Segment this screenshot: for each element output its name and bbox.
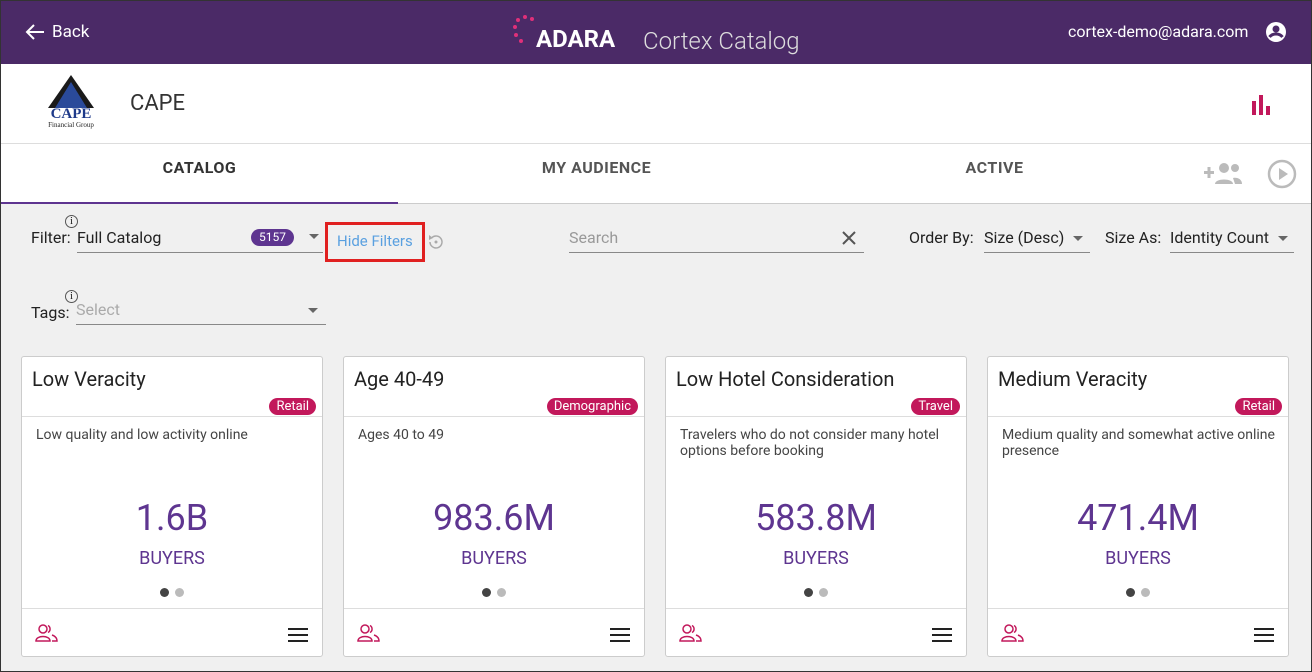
card-unit: BUYERS (1105, 548, 1171, 569)
hide-filters[interactable]: Hide Filters (337, 232, 413, 250)
org-logo (48, 75, 94, 108)
audience-card[interactable]: Medium Veracity Retail Medium quality and … (987, 356, 1289, 657)
card-divider (666, 608, 966, 609)
search-placeholder: Search (569, 228, 619, 247)
info-icon[interactable]: i (65, 290, 78, 303)
size-label: Size As: (1105, 228, 1162, 247)
audience-icon[interactable] (356, 623, 382, 647)
add-audience-icon[interactable] (1204, 160, 1244, 186)
account-icon[interactable] (1265, 21, 1287, 43)
reset-icon[interactable] (426, 232, 446, 252)
card-unit: BUYERS (461, 548, 527, 569)
order-label: Order By: (909, 228, 974, 247)
org-bar: CAPE Financial Group CAPE (1, 64, 1311, 144)
card-size: 471.4M (1077, 497, 1199, 539)
product-name: Cortex Catalog (643, 27, 800, 55)
card-title: Low Hotel Consideration (676, 367, 895, 391)
card-tag: Demographic (546, 398, 638, 415)
menu-icon[interactable] (610, 627, 630, 646)
card-divider (988, 608, 1288, 609)
order-select[interactable]: Size (Desc) (984, 223, 1090, 253)
dropdown-arrow (309, 234, 319, 239)
search-input[interactable]: Search (569, 223, 864, 253)
card-description: Low quality and low activity online (36, 427, 248, 443)
filter-value: Full Catalog (77, 228, 162, 247)
tags-label: Tags: (31, 303, 70, 322)
tags-select[interactable]: Select (76, 295, 326, 325)
audience-card[interactable]: Low Hotel Consideration Travel Travelers w… (665, 356, 967, 657)
count-badge: 5157 (251, 229, 294, 246)
tab-bar: CATALOG MY AUDIENCE ACTIVE (1, 144, 1311, 204)
card-description: Medium quality and somewhat active onlin… (1002, 427, 1275, 459)
audience-icon[interactable] (34, 623, 60, 647)
org-logo-text: CAPE (50, 106, 92, 122)
brand: ADARA (536, 25, 616, 53)
org-logo-sub: Financial Group (48, 121, 94, 129)
audience-card[interactable]: Low Veracity Retail Low quality and low ac… (21, 356, 323, 657)
back-icon[interactable] (25, 23, 45, 41)
card-tag: Travel (911, 398, 960, 415)
dot (819, 588, 828, 597)
brand-logo (513, 15, 534, 43)
audience-card[interactable]: Age 40-49 Demographic Ages 40 to 49 983.6M B… (343, 356, 645, 657)
card-size: 1.6B (135, 497, 209, 539)
filter-label: Filter: (31, 228, 71, 247)
card-title: Low Veracity (32, 367, 146, 391)
menu-icon[interactable] (1254, 627, 1274, 646)
card-size: 583.8M (755, 497, 877, 539)
dot (1126, 588, 1135, 597)
tab[interactable]: MY AUDIENCE (541, 158, 652, 177)
dot (1141, 588, 1150, 597)
dropdown-arrow (1073, 236, 1083, 241)
card-divider (22, 608, 322, 609)
card-divider (666, 416, 966, 417)
card-divider (344, 416, 644, 417)
dot (160, 588, 169, 597)
highlight-box (325, 222, 425, 262)
card-size: 983.6M (433, 497, 555, 539)
size-value: Identity Count (1170, 228, 1270, 247)
dot (497, 588, 506, 597)
size-select[interactable]: Identity Count (1170, 223, 1294, 253)
dropdown-arrow (1278, 236, 1288, 241)
card-title: Age 40-49 (354, 367, 445, 391)
card-divider (22, 416, 322, 417)
play-icon[interactable] (1267, 159, 1297, 189)
audience-icon[interactable] (678, 623, 704, 647)
card-divider (988, 416, 1288, 417)
filter-select[interactable]: Full Catalog (77, 223, 323, 253)
tab[interactable]: ACTIVE (965, 158, 1024, 177)
card-description: Ages 40 to 49 (358, 427, 444, 443)
org-name: CAPE (130, 91, 186, 116)
info-icon[interactable]: i (65, 215, 78, 228)
card-divider (344, 608, 644, 609)
card-tag: Retail (1235, 398, 1282, 415)
user-email[interactable]: cortex-demo@adara.com (1068, 22, 1249, 41)
tags-placeholder: Select (76, 300, 120, 319)
card-title: Medium Veracity (998, 367, 1148, 391)
top-bar: Back ADARA Cortex Catalog cortex-demo@ad… (1, 1, 1311, 64)
card-unit: BUYERS (783, 548, 849, 569)
dot (175, 588, 184, 597)
clear-icon[interactable] (842, 231, 856, 245)
dropdown-arrow (308, 308, 318, 313)
stats-icon[interactable] (1251, 94, 1273, 116)
order-value: Size (Desc) (984, 228, 1065, 247)
card-tag: Retail (269, 398, 316, 415)
card-description: Travelers who do not consider many hotel… (680, 427, 940, 459)
menu-icon[interactable] (288, 627, 308, 646)
menu-icon[interactable] (932, 627, 952, 646)
dot (804, 588, 813, 597)
card-unit: BUYERS (139, 548, 205, 569)
dot (482, 588, 491, 597)
audience-icon[interactable] (1000, 623, 1026, 647)
tab[interactable]: CATALOG (1, 144, 398, 204)
back-link[interactable]: Back (52, 22, 90, 42)
